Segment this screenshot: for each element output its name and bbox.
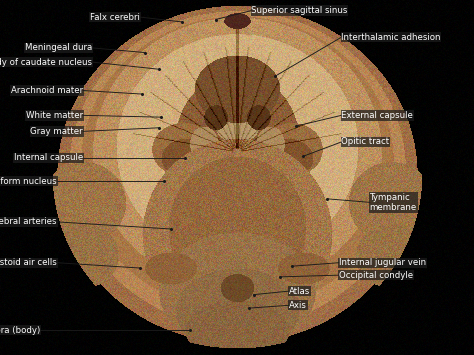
Text: White matter: White matter [26, 111, 83, 120]
Text: Opitic tract: Opitic tract [341, 137, 390, 147]
Text: Axis: Axis [289, 301, 307, 310]
Text: Gray matter: Gray matter [30, 127, 83, 136]
Text: Superior sagittal sinus: Superior sagittal sinus [251, 6, 347, 15]
Text: Falx cerebri: Falx cerebri [90, 12, 140, 22]
Text: Lentiform nucleus: Lentiform nucleus [0, 176, 57, 186]
Text: Mastoid air cells: Mastoid air cells [0, 258, 57, 267]
Text: External capsule: External capsule [341, 111, 413, 120]
Text: Occipital condyle: Occipital condyle [339, 271, 413, 280]
Text: Body of caudate nucleus: Body of caudate nucleus [0, 58, 92, 67]
Text: Interthalamic adhesion: Interthalamic adhesion [341, 33, 441, 42]
Text: Vertebral arteries: Vertebral arteries [0, 217, 57, 226]
Text: Arachnoid mater: Arachnoid mater [11, 86, 83, 95]
Text: Internal jugular vein: Internal jugular vein [339, 258, 426, 267]
Text: Internal capsule: Internal capsule [14, 153, 83, 163]
Text: 3rd cervicle vertebra (body): 3rd cervicle vertebra (body) [0, 326, 40, 335]
Text: Meningeal dura: Meningeal dura [25, 43, 92, 53]
Text: Tympanic
membrane: Tympanic membrane [370, 193, 417, 212]
Text: Atlas: Atlas [289, 286, 310, 296]
